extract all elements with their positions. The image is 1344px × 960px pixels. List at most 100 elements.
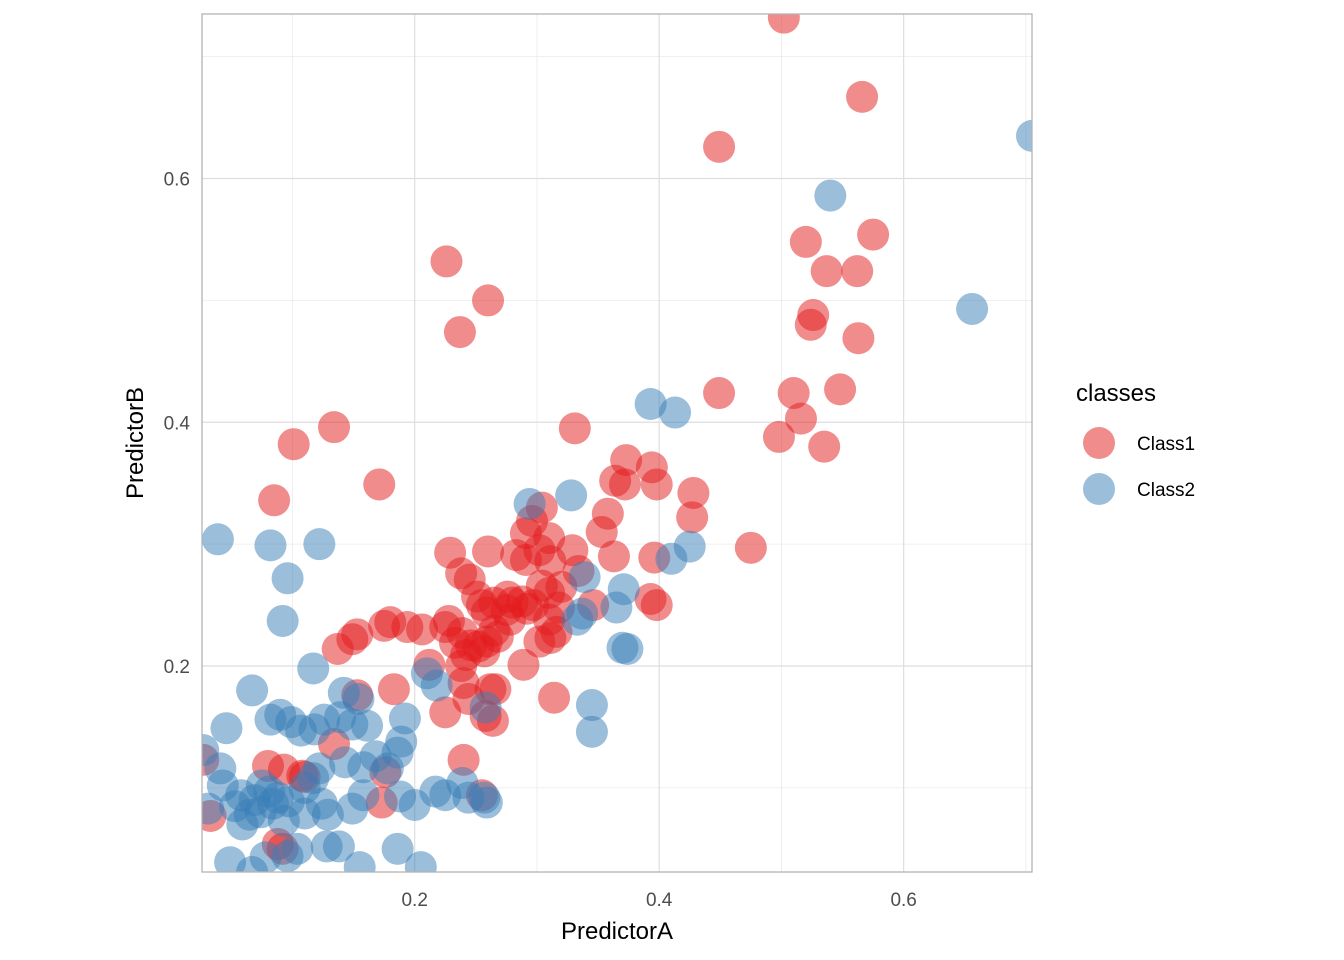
data-point-class2 [351,709,384,742]
data-point-class1 [363,468,396,501]
data-point-class1 [703,130,736,163]
data-point-class2 [568,561,601,594]
y-tick-label: 0.2 [164,657,190,678]
data-point-class2 [254,529,287,562]
data-point-class1 [734,531,767,564]
data-point-class2 [303,528,336,561]
data-point-class2 [371,752,404,785]
x-axis-ticks: 0.2 0.4 0.6 [401,890,916,911]
data-point-class1 [277,428,310,461]
data-point-class2 [210,712,243,745]
data-point-class1 [842,322,875,355]
data-point-class2 [311,798,344,831]
data-point-class1 [824,373,857,406]
data-point-class2 [236,674,269,707]
data-point-class1 [789,225,822,258]
data-point-class2 [659,396,692,429]
data-point-class2 [561,603,594,636]
data-point-class1 [591,497,624,530]
data-point-class1 [391,611,424,644]
y-tick-label: 0.4 [164,413,191,434]
data-point-class2 [384,780,417,813]
data-point-class2 [381,832,414,865]
data-point-class1 [472,535,505,568]
data-point-class2 [343,851,376,872]
data-point-class1 [777,377,810,410]
data-point-class2 [575,689,608,722]
data-point-class2 [271,562,304,595]
x-tick-label: 0.2 [401,890,427,911]
data-point-class1 [558,412,591,445]
legend-key-class1 [1083,427,1115,459]
data-point-class1 [430,245,463,278]
data-point-class1 [703,377,736,410]
x-axis-title: PredictorA [561,918,673,945]
data-point-class2 [202,523,234,556]
data-point-class1 [258,484,291,517]
data-point-class1 [465,589,498,622]
data-point-class1 [443,316,476,349]
data-point-class2 [600,591,633,624]
data-point-class2 [236,856,269,872]
data-point-class1 [676,501,709,534]
legend-label-class1: Class1 [1137,434,1195,455]
panel-border [201,13,1033,873]
y-axis-title: PredictorB [122,387,149,499]
data-point-class1 [507,648,540,681]
data-point-class1 [500,539,533,572]
legend-key-class2 [1083,473,1115,505]
data-point-class2 [470,786,503,819]
data-point-class2 [347,779,380,812]
y-axis-ticks: 0.2 0.4 0.6 [164,170,191,679]
data-point-class1 [767,14,800,34]
data-point-class2 [297,652,330,685]
data-point-class2 [655,542,688,575]
data-point-class1 [368,609,401,642]
data-point-class2 [634,388,667,420]
legend-label-class2: Class2 [1137,480,1195,501]
data-point-class1 [810,255,843,288]
data-point-class2 [404,851,437,872]
data-point-class2 [814,179,847,212]
data-points [202,14,1032,872]
data-point-class1 [784,402,817,435]
data-point-class2 [226,808,259,841]
data-point-class1 [846,80,879,113]
legend-title: classes [1076,380,1156,407]
data-point-class1 [429,696,462,729]
data-point-class2 [956,292,989,325]
data-point-class2 [469,691,502,724]
data-point-class2 [606,631,639,664]
data-point-class2 [1016,119,1032,152]
data-point-class2 [420,669,453,702]
data-point-class1 [377,673,410,706]
data-point-class2 [266,604,299,637]
legend: classes Class1 Class2 [1076,380,1195,505]
data-point-class1 [841,255,874,288]
data-point-class2 [347,751,380,784]
data-point-class2 [322,830,355,863]
data-point-class1 [434,536,467,569]
data-point-class1 [762,420,795,453]
data-point-class1 [599,464,632,497]
data-point-class1 [640,589,673,622]
data-point-class2 [513,487,546,520]
data-point-class1 [321,632,354,665]
data-point-class1 [794,308,827,341]
x-tick-label: 0.6 [890,890,916,911]
data-point-class1 [534,545,567,578]
data-point-class1 [472,284,505,317]
data-point-class2 [575,715,608,748]
data-point-class1 [808,430,841,463]
data-point-class1 [677,476,710,509]
data-point-class1 [447,743,480,776]
data-point-class1 [538,681,571,714]
data-point-class1 [597,540,630,573]
data-point-class1 [318,411,351,444]
data-point-class1 [857,218,890,251]
data-point-class2 [202,792,225,825]
data-point-class1 [640,468,673,501]
data-point-class2 [281,832,314,865]
x-tick-label: 0.4 [646,890,673,911]
